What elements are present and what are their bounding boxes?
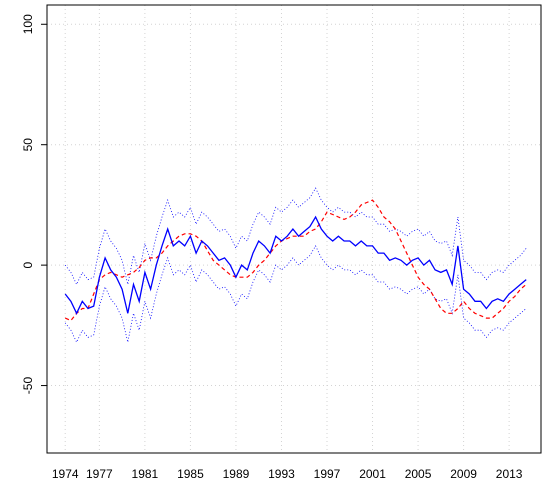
x-tick-label: 2013 [496, 467, 523, 481]
y-tick-label: 100 [21, 14, 35, 34]
x-tick-label: 2001 [359, 467, 386, 481]
series-line [64, 199, 527, 322]
series-line [64, 245, 527, 344]
y-tick-label: 0 [21, 261, 35, 268]
x-tick-label: 1981 [132, 467, 159, 481]
x-tick-label: 1974 [52, 467, 79, 481]
series-line [64, 215, 527, 315]
x-tick-label: 1989 [223, 467, 250, 481]
x-tick-label: 1977 [86, 467, 113, 481]
x-tick-label: 2005 [405, 467, 432, 481]
y-tick-label: 50 [21, 138, 35, 152]
x-tick-label: 1985 [177, 467, 204, 481]
plot-frame [46, 4, 542, 454]
x-tick-label: 1993 [268, 467, 295, 481]
y-tick-label: -50 [21, 377, 35, 395]
x-tick-label: 2009 [450, 467, 477, 481]
x-tick-label: 1997 [314, 467, 341, 481]
